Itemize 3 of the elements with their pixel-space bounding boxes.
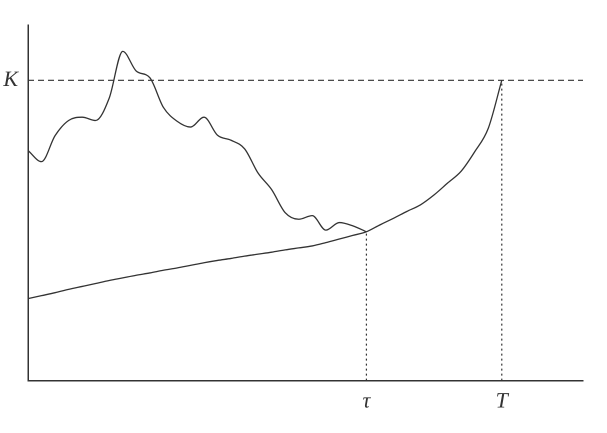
x-tick-label: τ	[362, 388, 372, 413]
x-tick-label: T	[496, 388, 510, 413]
ref-line-label: K	[2, 66, 20, 92]
